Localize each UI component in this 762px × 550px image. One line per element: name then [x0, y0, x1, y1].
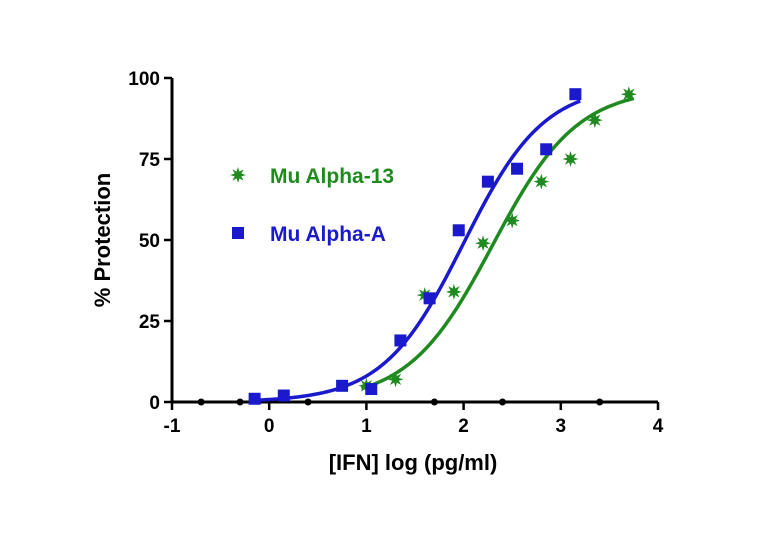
x-minor-tick	[304, 398, 312, 406]
y-tick-label: 25	[139, 312, 161, 333]
legend-label-2: Mu Alpha-A	[270, 223, 386, 246]
fit-curve-2	[249, 99, 581, 403]
y-tick-label: 100	[128, 69, 160, 90]
data-point-series-1	[445, 283, 462, 300]
y-tick-label: 0	[149, 393, 160, 414]
x-axis-title: [IFN] log (pg/ml)	[329, 450, 498, 475]
data-point-series-1	[504, 212, 521, 229]
data-point-series-2	[540, 143, 553, 156]
legend-marker-1	[230, 167, 246, 183]
data-point-series-2	[481, 175, 494, 188]
x-minor-tick	[197, 398, 205, 406]
y-tick-label: 75	[139, 150, 161, 171]
x-tick-label: 1	[361, 416, 372, 437]
data-point-series-2	[277, 389, 290, 402]
y-axis-title: % Protection	[90, 173, 115, 307]
data-point-series-1	[387, 371, 404, 388]
y-tick-label: 50	[139, 231, 160, 252]
data-point-series-2	[423, 292, 436, 305]
x-tick-label: 3	[556, 416, 567, 437]
legend-label-1: Mu Alpha-13	[270, 165, 394, 188]
data-point-series-2	[569, 88, 582, 101]
data-point-series-1	[586, 112, 603, 129]
x-tick-label: -1	[164, 416, 181, 437]
fit-curves	[249, 96, 635, 403]
x-tick-label: 2	[458, 416, 469, 437]
data-point-series-1	[533, 173, 550, 190]
data-points	[248, 86, 637, 405]
legend-marker-2	[232, 227, 244, 239]
data-point-series-2	[511, 162, 524, 175]
x-tick-label: 4	[653, 416, 664, 437]
data-point-series-2	[248, 392, 261, 405]
x-minor-tick	[498, 398, 506, 406]
data-point-series-2	[365, 383, 378, 396]
x-minor-tick	[596, 398, 604, 406]
legend: Mu Alpha-13 Mu Alpha-A	[230, 165, 394, 246]
data-point-series-2	[452, 224, 465, 237]
data-point-series-1	[475, 235, 492, 252]
x-tick-label: 0	[264, 416, 275, 437]
data-point-series-1	[562, 151, 579, 167]
data-point-series-2	[394, 334, 407, 347]
x-minor-tick	[430, 398, 438, 406]
x-minor-tick	[236, 398, 244, 406]
data-point-series-1	[620, 86, 637, 103]
fit-curve-1	[361, 96, 635, 391]
data-point-series-2	[336, 379, 349, 392]
